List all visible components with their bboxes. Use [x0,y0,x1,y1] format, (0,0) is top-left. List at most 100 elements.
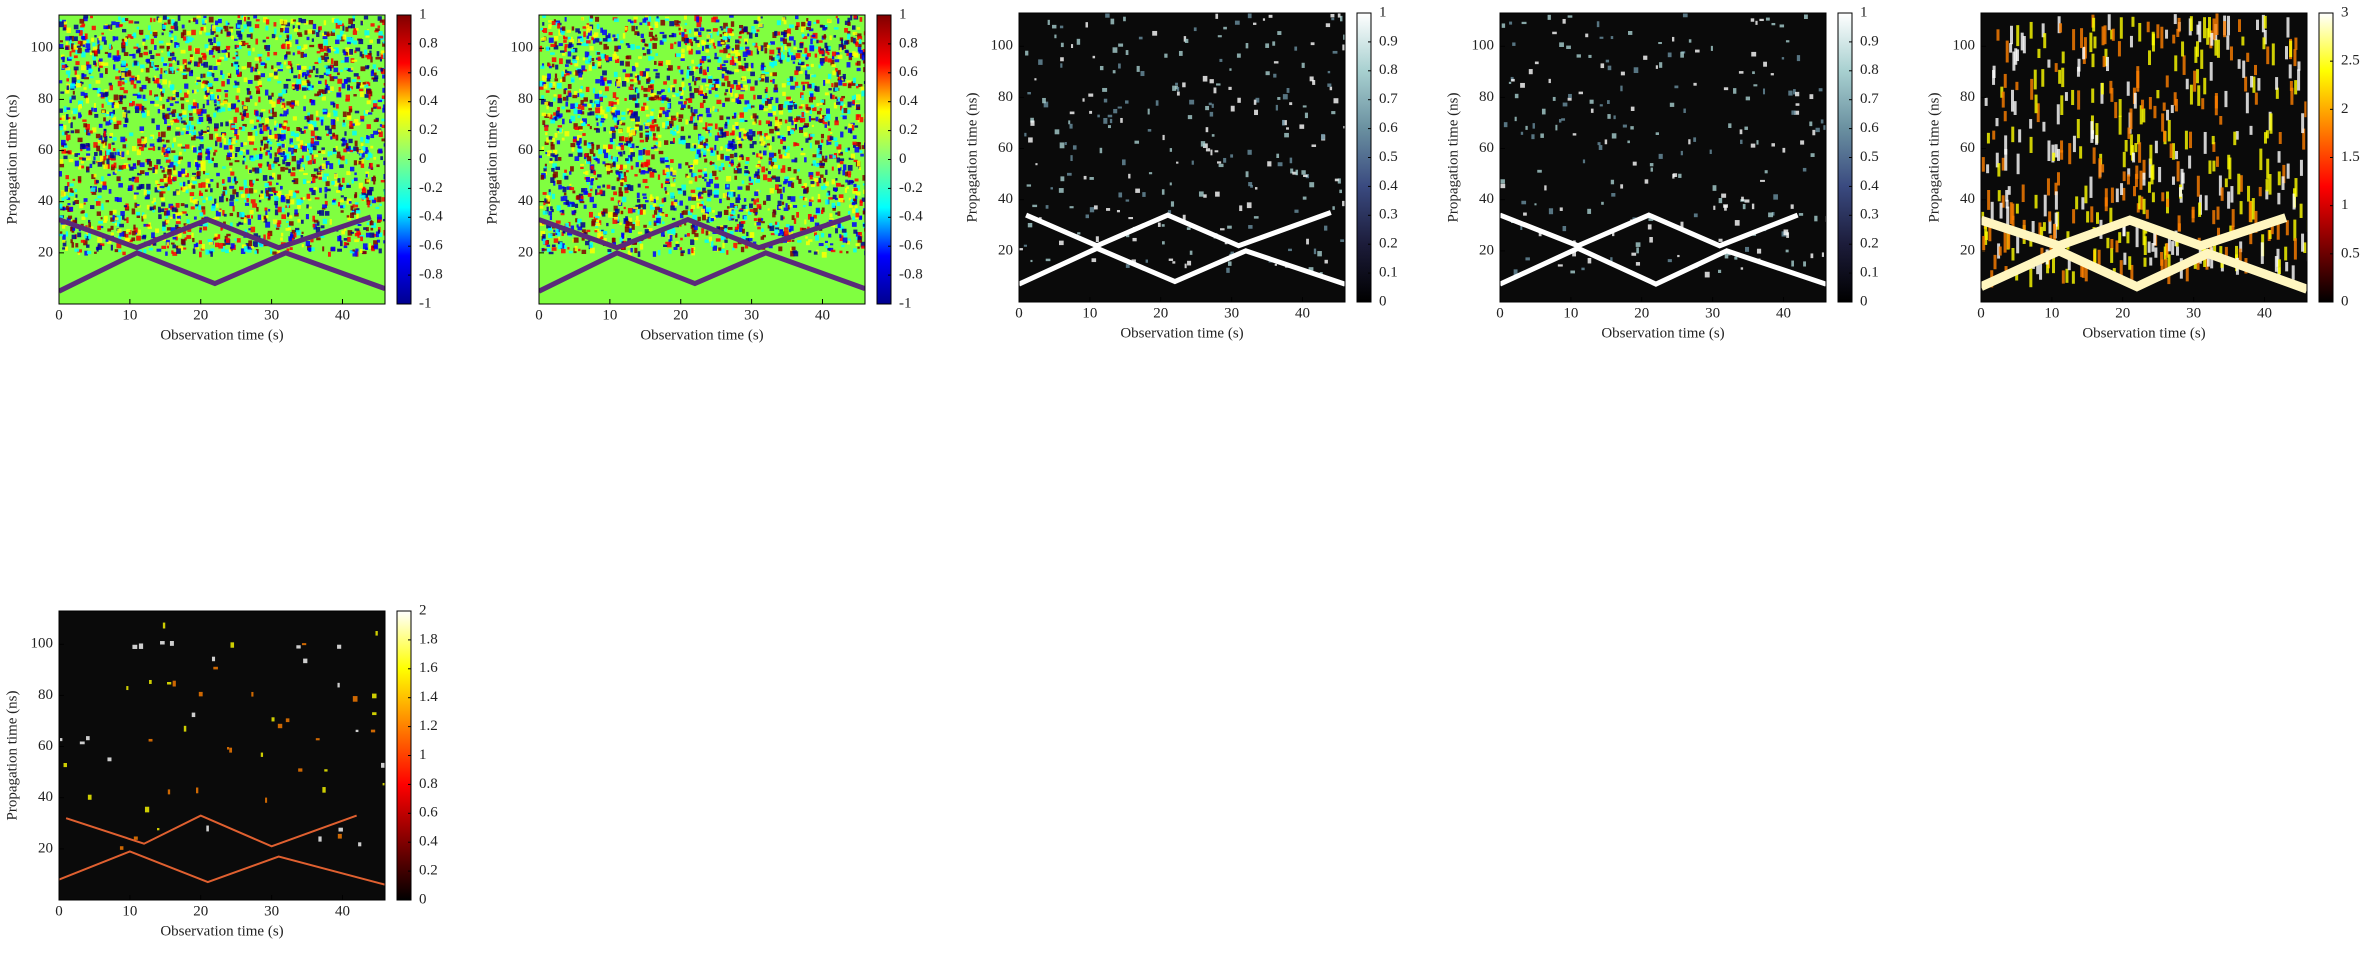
speckle [746,185,750,190]
speckle [749,33,753,39]
speckle [292,230,295,234]
speckle [111,164,114,167]
speckle [573,108,577,114]
speckle [660,20,665,26]
speckle [144,190,147,196]
speckle [694,88,699,93]
speckle [142,236,146,239]
speckle [375,207,379,209]
speckle [267,78,271,81]
speckle [381,180,385,183]
speckle [857,161,860,167]
speckle [258,81,262,86]
speckle [192,200,197,202]
speckle [617,120,619,125]
speckle [627,45,630,48]
speckle [787,43,792,47]
speckle [277,143,281,146]
speckle [117,57,120,61]
speckle [119,224,124,228]
speckle [146,184,150,190]
speckle [814,251,818,254]
speckle [309,70,313,73]
speckle [768,208,770,210]
speckle [133,225,135,230]
speckle [751,116,753,119]
speckle [324,20,326,25]
speckle [820,174,824,177]
speckle [828,142,831,145]
speckle [821,163,825,166]
speckle [223,187,227,191]
speckle [297,46,301,49]
speckle [665,18,669,20]
speckle [144,137,147,143]
speckle [249,141,254,144]
speckle [678,119,682,122]
speckle [787,196,790,200]
speckle [267,235,270,239]
speckle [246,21,251,26]
speckle [821,210,823,214]
speckle [620,182,623,186]
speckle [595,79,600,83]
speckle [161,191,165,193]
speckle [70,51,72,57]
speckle [86,167,89,171]
speckle [703,96,708,99]
y-tick-label: 40 [38,193,53,209]
speckle [177,69,180,71]
speckle [344,246,348,248]
speckle [709,173,712,178]
speckle [269,73,273,77]
speckle [274,128,277,131]
speckle [860,154,864,157]
speckle [766,120,770,124]
speckle [291,142,294,144]
speckle [792,215,795,220]
speckle [725,89,728,92]
speckle [225,122,228,127]
speckle [270,147,272,150]
speckle [176,221,181,224]
speckle [107,174,110,176]
speckle [332,29,335,32]
speckle [207,127,209,129]
speckle [244,180,247,186]
speckle [216,203,219,207]
speckle [648,168,652,171]
speckle [718,166,722,171]
speckle [101,217,103,219]
speckle [635,103,640,108]
speckle [122,107,127,110]
speckle [658,250,661,255]
speckle [677,188,682,190]
speckle [828,74,831,79]
speckle [296,22,300,24]
speckle [316,237,320,240]
speckle [630,248,632,252]
speckle [855,195,857,198]
speckle [809,45,814,51]
speckle [83,44,85,47]
speckle [802,186,805,188]
speckle [74,189,77,192]
speckle [738,65,742,69]
speckle [251,215,253,218]
speckle [556,111,560,117]
speckle [253,148,257,150]
speckle [855,53,857,56]
speckle [196,82,198,85]
speckle [255,111,258,117]
speckle [651,154,655,159]
speckle [201,160,206,166]
speckle [707,67,709,72]
speckle [858,236,862,240]
speckle [795,158,798,163]
speckle [831,250,836,252]
speckle [324,31,327,34]
speckle [369,196,374,200]
speckle [209,242,214,245]
speckle [226,21,228,27]
speckle [355,111,359,114]
